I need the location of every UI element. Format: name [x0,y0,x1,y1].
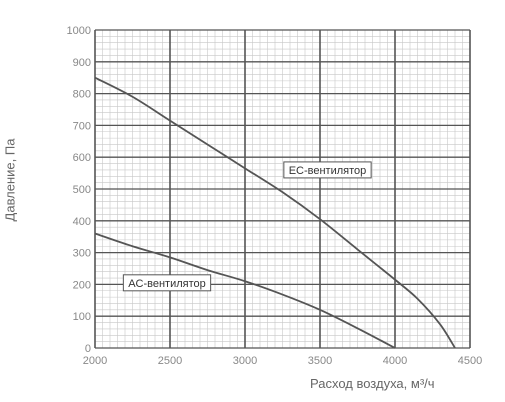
ec-fan-label: EC-вентилятор [283,161,372,179]
y-tick-label: 0 [85,343,91,355]
x-tick-label: 3000 [233,355,257,367]
x-axis-label: Расход воздуха, м³/ч [310,376,435,391]
y-tick-label: 400 [73,216,91,228]
series-label-box [283,161,372,179]
x-tick-label: 3500 [308,355,332,367]
x-tick-label: 4500 [458,355,482,367]
series-label-box [122,274,212,292]
y-tick-label: 900 [73,57,91,69]
y-tick-label: 200 [73,279,91,291]
y-tick-label: 100 [73,311,91,323]
y-axis-label: Давление, Па [2,138,18,222]
y-tick-label: 800 [73,89,91,101]
x-tick-label: 4000 [383,355,407,367]
y-tick-label: 1000 [67,25,91,37]
ac-fan-curve [94,232,396,349]
y-tick-label: 500 [73,184,91,196]
x-tick-label: 2000 [83,355,107,367]
y-tick-label: 300 [73,248,91,260]
y-tick-label: 700 [73,120,91,132]
ec-fan-curve [94,76,456,349]
y-tick-label: 600 [73,152,91,164]
series-label-text: EC-вентилятор [289,165,367,177]
series-label-text: AC-вентилятор [128,278,206,290]
ac-fan-label: AC-вентилятор [122,274,212,292]
x-tick-label: 2500 [158,355,182,367]
